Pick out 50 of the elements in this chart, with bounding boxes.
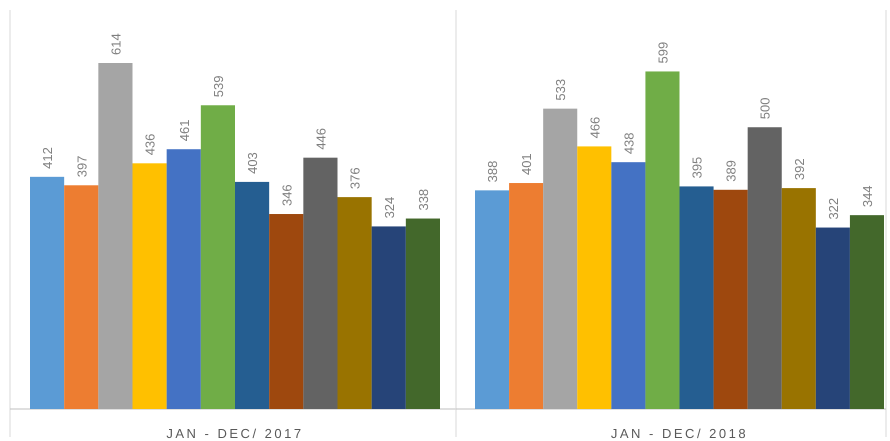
bar bbox=[611, 162, 646, 409]
data-label: 533 bbox=[553, 78, 568, 101]
data-label: 461 bbox=[176, 120, 192, 142]
bar bbox=[850, 215, 884, 409]
data-label: 401 bbox=[519, 153, 534, 176]
data-label: 389 bbox=[724, 160, 739, 182]
data-label: 346 bbox=[279, 184, 294, 206]
data-label: 403 bbox=[245, 152, 260, 174]
bar bbox=[98, 63, 132, 409]
data-label: 438 bbox=[621, 132, 636, 154]
x-axis-title: JAN - DEC/ 2018 bbox=[610, 426, 748, 441]
x-axis-title: JAN - DEC/ 2017 bbox=[166, 426, 304, 441]
data-label: 338 bbox=[416, 188, 431, 211]
bar bbox=[64, 185, 98, 409]
bar bbox=[200, 105, 235, 409]
bar bbox=[782, 188, 816, 409]
data-label: 322 bbox=[826, 198, 841, 220]
bar bbox=[269, 214, 304, 409]
data-label: 324 bbox=[382, 196, 397, 218]
bar bbox=[509, 183, 544, 409]
data-label: 397 bbox=[74, 156, 90, 178]
bar bbox=[714, 190, 748, 409]
bar bbox=[680, 186, 714, 409]
data-label: 344 bbox=[860, 185, 875, 208]
bar bbox=[577, 146, 612, 409]
data-label: 436 bbox=[142, 134, 158, 156]
data-label: 392 bbox=[792, 158, 807, 180]
bar bbox=[816, 228, 850, 409]
bar bbox=[645, 71, 680, 409]
data-label: 412 bbox=[40, 147, 56, 169]
data-label: 599 bbox=[655, 42, 670, 64]
data-label: 614 bbox=[108, 33, 124, 55]
bar bbox=[235, 182, 270, 409]
bar bbox=[406, 218, 440, 409]
data-label: 466 bbox=[587, 116, 602, 138]
data-label: 376 bbox=[348, 167, 363, 190]
bar bbox=[303, 158, 338, 409]
bar bbox=[372, 226, 406, 409]
data-label: 388 bbox=[485, 160, 500, 182]
bar bbox=[338, 197, 372, 409]
bar bbox=[543, 108, 578, 409]
data-label: 539 bbox=[210, 76, 226, 98]
data-label: 446 bbox=[313, 128, 328, 150]
bar bbox=[30, 176, 64, 409]
bar bbox=[475, 190, 510, 409]
bar bbox=[132, 163, 167, 409]
bar bbox=[748, 127, 782, 409]
data-label: 500 bbox=[758, 98, 773, 120]
data-label: 395 bbox=[690, 156, 705, 178]
bar bbox=[166, 149, 201, 409]
